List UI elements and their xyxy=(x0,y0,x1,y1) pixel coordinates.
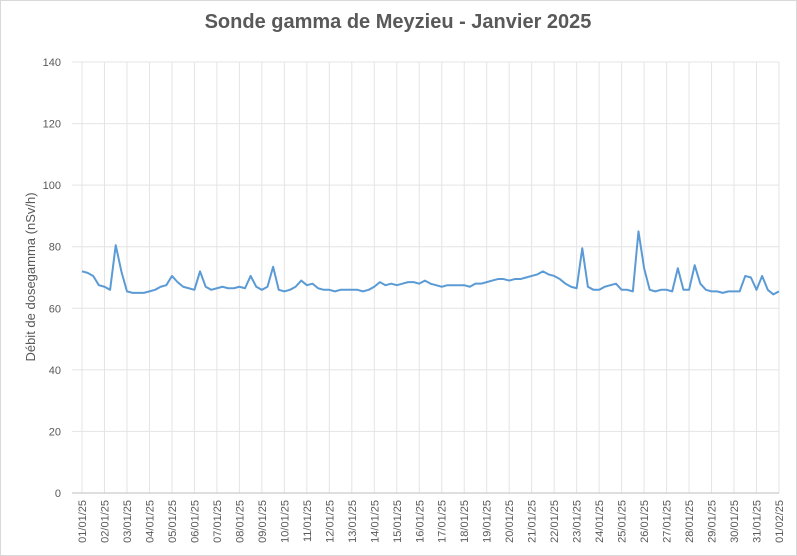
x-tick-label: 27/01/25 xyxy=(662,500,674,543)
x-tick-label: 31/01/25 xyxy=(752,500,764,543)
x-tick-label: 18/01/25 xyxy=(459,500,471,543)
y-tick-label: 140 xyxy=(43,57,61,69)
x-tick-label: 23/01/25 xyxy=(572,500,584,543)
x-tick-label: 20/01/25 xyxy=(504,500,516,543)
x-tick-label: 26/01/25 xyxy=(639,500,651,543)
x-tick-label: 15/01/25 xyxy=(392,500,404,543)
x-tick-label: 19/01/25 xyxy=(482,500,494,543)
y-tick-label: 20 xyxy=(49,426,61,438)
x-tick-label: 30/01/25 xyxy=(729,500,741,543)
x-tick-label: 04/01/25 xyxy=(144,500,156,543)
x-tick-label: 01/01/25 xyxy=(77,500,89,543)
x-tick-label: 07/01/25 xyxy=(212,500,224,543)
chart-title: Sonde gamma de Meyzieu - Janvier 2025 xyxy=(205,11,592,33)
x-tick-label: 02/01/25 xyxy=(99,500,111,543)
x-tick-label: 24/01/25 xyxy=(594,500,606,543)
x-tick-label: 28/01/25 xyxy=(684,500,696,543)
x-tick-label: 05/01/25 xyxy=(167,500,179,543)
x-tick-label: 17/01/25 xyxy=(437,500,449,543)
y-tick-label: 60 xyxy=(49,303,61,315)
x-tick-label: 25/01/25 xyxy=(617,500,629,543)
y-tick-label: 100 xyxy=(43,180,61,192)
x-tick-label: 21/01/25 xyxy=(527,500,539,543)
x-tick-label: 10/01/25 xyxy=(279,500,291,543)
x-tick-label: 11/01/25 xyxy=(302,500,314,542)
y-tick-label: 40 xyxy=(49,365,61,377)
x-tick-label: 12/01/25 xyxy=(324,500,336,543)
x-tick-label: 13/01/25 xyxy=(347,500,359,543)
x-tick-label: 29/01/25 xyxy=(707,500,719,543)
y-tick-label: 0 xyxy=(55,488,61,500)
x-tick-label: 22/01/25 xyxy=(549,500,561,543)
x-tick-label: 03/01/25 xyxy=(122,500,134,543)
x-tick-label: 06/01/25 xyxy=(189,500,201,543)
data-line xyxy=(81,230,780,296)
x-tick-label: 08/01/25 xyxy=(234,500,246,543)
x-tick-label: 14/01/25 xyxy=(369,500,381,543)
x-tick-label: 09/01/25 xyxy=(257,500,269,543)
y-tick-label: 120 xyxy=(43,119,61,131)
x-tick-label: 16/01/25 xyxy=(414,500,426,543)
y-tick-label: 80 xyxy=(49,242,61,254)
y-axis-label: Débit de dosegamma (nSv/h) xyxy=(23,192,38,361)
x-tick-label: 01/02/25 xyxy=(774,500,786,543)
